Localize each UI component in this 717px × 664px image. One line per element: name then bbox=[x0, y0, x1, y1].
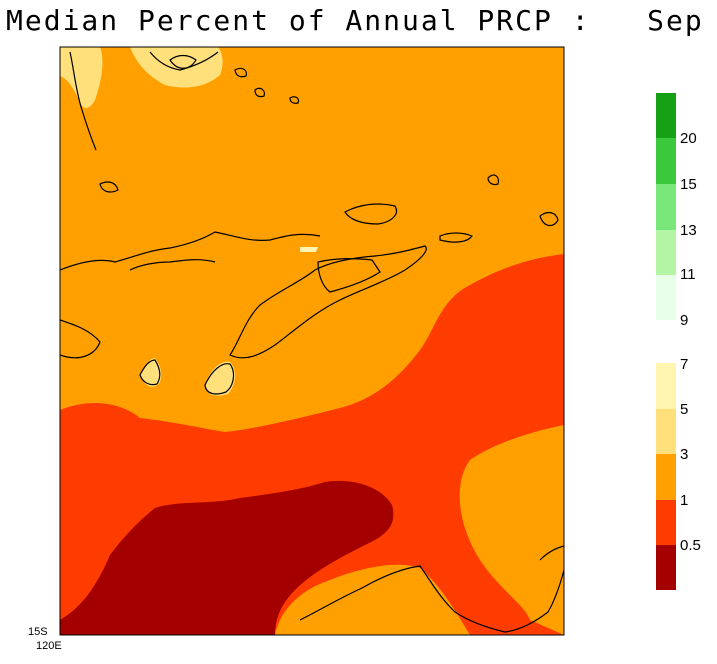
legend-upper-bar bbox=[656, 93, 676, 320]
corner-latitude-label: 15S bbox=[28, 626, 48, 638]
legend-swatch-15-20 bbox=[656, 138, 676, 184]
legend-label-7: 7 bbox=[680, 356, 689, 373]
legend-label-13: 13 bbox=[680, 222, 697, 239]
legend-swatch-1-3 bbox=[656, 454, 676, 500]
region-3-5-island-a bbox=[140, 358, 162, 387]
legend-swatch-11-13 bbox=[656, 230, 676, 275]
legend-label-11: 11 bbox=[680, 266, 696, 283]
legend-label-20: 20 bbox=[680, 130, 697, 147]
region-1-3-bottom bbox=[275, 564, 470, 635]
map-title: Median Percent of Annual PRCP : Sep bbox=[6, 4, 704, 37]
legend-swatch-5-7 bbox=[656, 363, 676, 409]
legend-label-3: 3 bbox=[680, 446, 689, 463]
region-3-5-sliver bbox=[300, 247, 318, 252]
legend-swatch-3-5 bbox=[656, 409, 676, 454]
map-frame bbox=[59, 46, 565, 636]
legend-lower-bar bbox=[656, 363, 676, 590]
legend-label-9: 9 bbox=[680, 312, 689, 329]
legend-swatch-20-plus bbox=[656, 93, 676, 138]
region-3-5-nw bbox=[60, 47, 103, 108]
legend-swatch-13-15 bbox=[656, 184, 676, 230]
region-3-5-island-b bbox=[205, 361, 236, 396]
region-0-0.5 bbox=[60, 480, 394, 635]
corner-longitude-label: 120E bbox=[36, 640, 62, 652]
legend-label-5: 5 bbox=[680, 401, 689, 418]
coastline-outlines bbox=[60, 51, 564, 633]
legend-swatch-0-0.5 bbox=[656, 545, 676, 590]
region-1-3-pocket bbox=[459, 425, 564, 628]
legend-label-1: 1 bbox=[680, 492, 689, 509]
region-3-5-north bbox=[130, 47, 223, 88]
legend-label-0.5: 0.5 bbox=[680, 537, 701, 554]
legend-swatch-9-11 bbox=[656, 275, 676, 320]
legend-label-15: 15 bbox=[680, 176, 697, 193]
legend-swatch-0.5-1 bbox=[656, 500, 676, 545]
